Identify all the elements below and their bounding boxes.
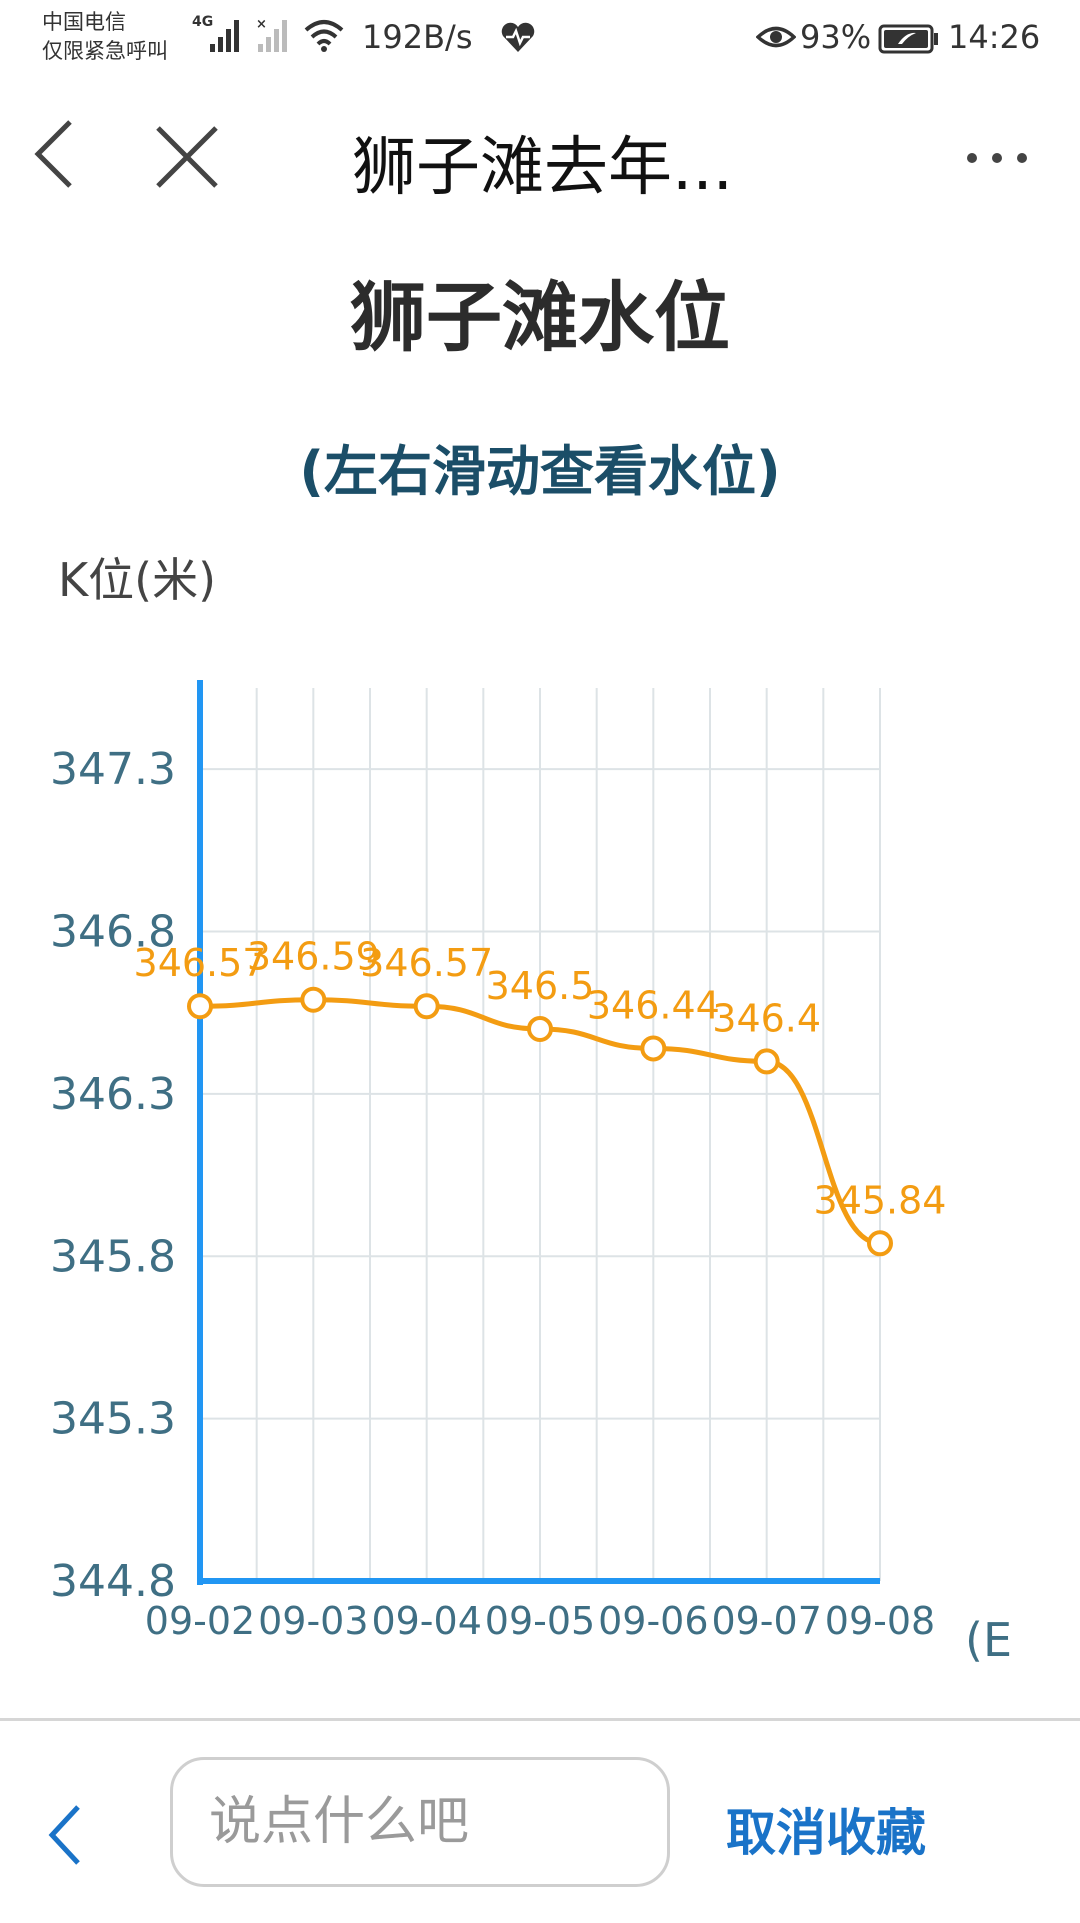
x-tick-label: 09-05: [485, 1599, 595, 1643]
carrier-status: 仅限紧急呼叫: [42, 39, 168, 63]
x-tick-label: 09-07: [711, 1599, 821, 1643]
data-label: 346.44: [587, 983, 720, 1027]
carrier-name: 中国电信: [42, 10, 126, 34]
data-point[interactable]: [640, 1035, 667, 1062]
water-level-chart[interactable]: 狮子滩水位 (左右滑动查看水位) K位(米) 347.3346.8346.334…: [0, 226, 1080, 1716]
data-label: 346.57: [134, 941, 267, 985]
data-point[interactable]: [753, 1048, 780, 1075]
network-type-label: 4G: [192, 14, 214, 30]
x-axis-label: (E: [965, 1613, 1012, 1667]
x-tick-label: 09-06: [598, 1599, 708, 1643]
page-title: 狮子滩去年...: [352, 131, 734, 205]
back-arrow-icon[interactable]: [26, 116, 86, 192]
chart-subtitle: (左右滑动查看水位): [299, 440, 780, 503]
wifi-icon: [304, 20, 344, 52]
x-tick-label: 09-04: [371, 1599, 481, 1643]
data-label: 346.5: [486, 964, 595, 1008]
more-options-icon[interactable]: [962, 138, 1032, 178]
signal-no-sim-icon: ×: [256, 17, 287, 52]
bottom-bar: 取消收藏: [0, 1718, 1080, 1923]
status-bar: 中国电信 仅限紧急呼叫 4G × 192B/s 93% 14:26: [0, 0, 1080, 76]
signal-icon: [210, 20, 239, 52]
bottom-back-icon[interactable]: [40, 1799, 90, 1871]
nav-bar: 狮子滩去年...: [0, 80, 1080, 226]
eye-comfort-icon: [756, 26, 796, 48]
heart-rate-icon: [501, 22, 535, 52]
y-axis-label: K位(米): [58, 553, 216, 607]
data-point[interactable]: [527, 1015, 553, 1042]
y-tick-label: 346.8: [50, 907, 176, 958]
data-points: [187, 986, 893, 1257]
carrier-info: 中国电信 仅限紧急呼叫: [42, 8, 168, 66]
svg-text:×: ×: [256, 17, 267, 32]
x-tick-label: 09-02: [145, 1599, 255, 1643]
y-tick-labels: 347.3 346.8 346.3 345.8 345.3 344.8: [50, 744, 176, 1607]
unfavorite-button[interactable]: 取消收藏: [726, 1804, 926, 1862]
y-tick-label: 344.8: [50, 1556, 176, 1607]
chart-title: 狮子滩水位: [350, 273, 730, 362]
data-label: 346.59: [247, 935, 380, 979]
y-tick-label: 345.8: [50, 1231, 176, 1282]
data-point[interactable]: [300, 986, 327, 1013]
comment-input[interactable]: [170, 1757, 670, 1887]
x-tick-label: 09-03: [258, 1599, 368, 1643]
data-label: 345.84: [814, 1178, 947, 1222]
y-tick-label: 347.3: [50, 744, 176, 795]
battery-percent: 93%: [800, 18, 872, 56]
y-tick-label: 346.3: [50, 1069, 176, 1120]
y-tick-label: 345.3: [50, 1394, 176, 1445]
data-label: 346.57: [360, 941, 493, 985]
network-speed: 192B/s: [362, 18, 473, 56]
clock: 14:26: [948, 18, 1041, 56]
battery-icon: [878, 24, 938, 54]
data-label: 346.4: [712, 996, 821, 1040]
chart-grid: [199, 688, 881, 1582]
x-tick-label: 09-08: [825, 1599, 935, 1643]
data-point[interactable]: [187, 993, 213, 1020]
x-tick-labels: 09-02 09-03 09-04 09-05 09-06 09-07 09-08: [145, 1599, 935, 1643]
data-point[interactable]: [867, 1230, 893, 1257]
close-icon[interactable]: [152, 122, 222, 192]
data-point[interactable]: [413, 993, 440, 1020]
